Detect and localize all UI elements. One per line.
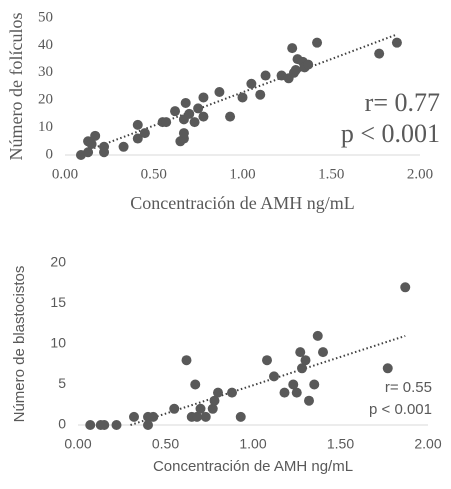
point bbox=[227, 387, 237, 398]
x-axis-label: Concentración de AMH ng/mL bbox=[153, 458, 353, 475]
y-axis-label: Número de blastocistos bbox=[11, 266, 28, 423]
point bbox=[99, 420, 110, 430]
point bbox=[85, 420, 96, 430]
point bbox=[318, 347, 328, 358]
x-tick-label: 2.00 bbox=[407, 166, 433, 182]
point bbox=[190, 379, 201, 390]
point bbox=[132, 119, 143, 130]
point bbox=[237, 92, 248, 103]
x-tick-label: 1.00 bbox=[239, 436, 266, 452]
x-tick-label: 0.00 bbox=[64, 436, 91, 452]
point bbox=[295, 347, 306, 358]
point bbox=[287, 43, 298, 54]
x-tick-label: 1.50 bbox=[327, 436, 354, 452]
point bbox=[169, 403, 180, 414]
point bbox=[118, 141, 129, 152]
point bbox=[207, 403, 218, 414]
point bbox=[86, 139, 97, 150]
point bbox=[288, 379, 299, 390]
y-tick-label: 20 bbox=[50, 254, 66, 270]
chart-blastocysts: 0 5 10 15 20 0.00 0.50 1.00 1.50 2.00 Concentració… bbox=[11, 254, 442, 475]
chart-folicles: 0 10 20 30 40 50 0.00 0.50 1.00 1.50 2.00 Concentra… bbox=[6, 9, 440, 213]
point bbox=[193, 103, 204, 114]
point bbox=[198, 111, 209, 122]
point bbox=[170, 106, 181, 117]
point bbox=[161, 117, 172, 128]
point bbox=[192, 411, 202, 422]
point bbox=[214, 86, 225, 97]
point bbox=[200, 411, 211, 422]
y-tick-label: 15 bbox=[50, 294, 66, 310]
y-tick-label: 20 bbox=[38, 92, 53, 108]
point bbox=[209, 395, 220, 406]
point bbox=[90, 130, 101, 141]
point bbox=[303, 59, 314, 70]
point bbox=[213, 387, 223, 398]
y-tick-label: 50 bbox=[38, 9, 53, 25]
point bbox=[391, 37, 402, 48]
y-tick-label: 30 bbox=[38, 64, 53, 80]
point bbox=[279, 387, 290, 398]
y-tick-label: 0 bbox=[58, 416, 66, 432]
point bbox=[129, 411, 139, 422]
annotation: r= 0.55 bbox=[385, 379, 432, 396]
point bbox=[180, 97, 191, 108]
point bbox=[304, 395, 314, 406]
point bbox=[400, 282, 411, 293]
point bbox=[111, 420, 122, 430]
point bbox=[189, 117, 200, 128]
point bbox=[291, 387, 302, 398]
point bbox=[262, 355, 272, 366]
x-tick-label: 0.50 bbox=[141, 166, 167, 182]
point bbox=[139, 128, 150, 139]
point bbox=[260, 70, 271, 81]
point bbox=[181, 355, 192, 366]
point bbox=[374, 48, 385, 59]
point bbox=[99, 141, 110, 152]
point bbox=[225, 111, 236, 122]
point bbox=[235, 411, 246, 422]
x-axis-label: Concentración de AMH ng/mL bbox=[130, 193, 354, 213]
point bbox=[255, 89, 266, 100]
point bbox=[382, 363, 393, 374]
x-tick-label: 1.50 bbox=[318, 166, 344, 182]
point bbox=[309, 379, 320, 390]
point bbox=[178, 128, 189, 139]
x-tick-label: 0.00 bbox=[52, 166, 78, 182]
point bbox=[198, 92, 209, 103]
y-tick-label: 10 bbox=[50, 335, 66, 351]
y-tick-label: 10 bbox=[38, 119, 53, 135]
point bbox=[132, 133, 143, 144]
x-tick-label: 2.00 bbox=[414, 436, 441, 452]
point bbox=[246, 78, 257, 89]
point bbox=[297, 363, 307, 374]
y-tick-label: 40 bbox=[38, 37, 53, 53]
x-tick-label: 0.50 bbox=[152, 436, 179, 452]
point bbox=[312, 330, 323, 341]
y-tick-label: 5 bbox=[58, 375, 66, 391]
annotation: r= 0.77 bbox=[365, 88, 440, 117]
point bbox=[83, 147, 94, 158]
y-axis-label: Número de folículos bbox=[6, 13, 26, 161]
y-tick-label: 0 bbox=[46, 146, 54, 162]
point bbox=[143, 420, 153, 430]
point bbox=[269, 371, 279, 382]
point bbox=[184, 108, 195, 119]
annotation: p < 0.001 bbox=[341, 119, 440, 148]
point bbox=[148, 411, 159, 422]
point bbox=[195, 403, 206, 414]
point bbox=[290, 65, 301, 76]
x-tick-label: 1.00 bbox=[229, 166, 255, 182]
point bbox=[300, 355, 311, 366]
annotation: p < 0.001 bbox=[369, 401, 432, 418]
point bbox=[312, 37, 323, 48]
